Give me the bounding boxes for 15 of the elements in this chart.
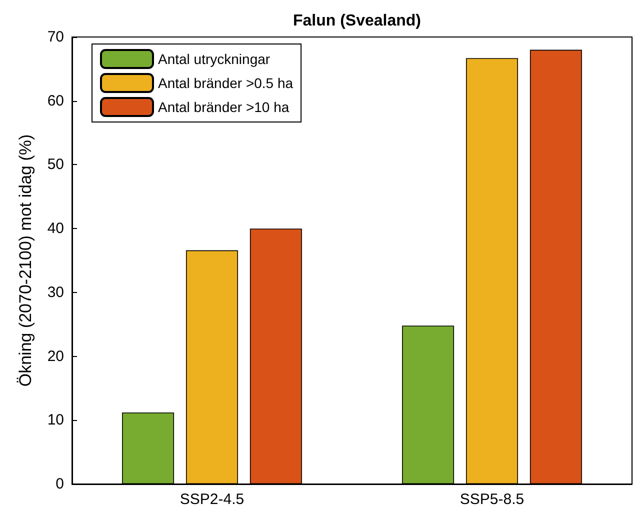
x-tick-label: SSP5-8.5 bbox=[460, 491, 524, 508]
y-tick-label: 60 bbox=[47, 92, 64, 110]
chart-title: Falun (Svealand) bbox=[292, 12, 422, 30]
y-tick-label: 30 bbox=[47, 284, 64, 301]
y-tick-label: 10 bbox=[47, 412, 64, 429]
x-tick-label: SSP2-4.5 bbox=[180, 491, 244, 508]
legend-label: Antal utryckningar bbox=[158, 51, 270, 67]
y-tick-label: 50 bbox=[47, 156, 64, 174]
y-tick-label: 0 bbox=[56, 476, 64, 492]
legend-label: Antal bränder >0.5 ha bbox=[158, 75, 294, 91]
y-tick-label: 70 bbox=[47, 28, 64, 46]
legend-label: Antal bränder >10 ha bbox=[158, 99, 290, 115]
y-axis-title: Ökning (2070-2100) mot idag (%) bbox=[16, 134, 35, 387]
y-tick-label: 20 bbox=[47, 348, 64, 365]
y-tick-label: 40 bbox=[47, 220, 64, 238]
